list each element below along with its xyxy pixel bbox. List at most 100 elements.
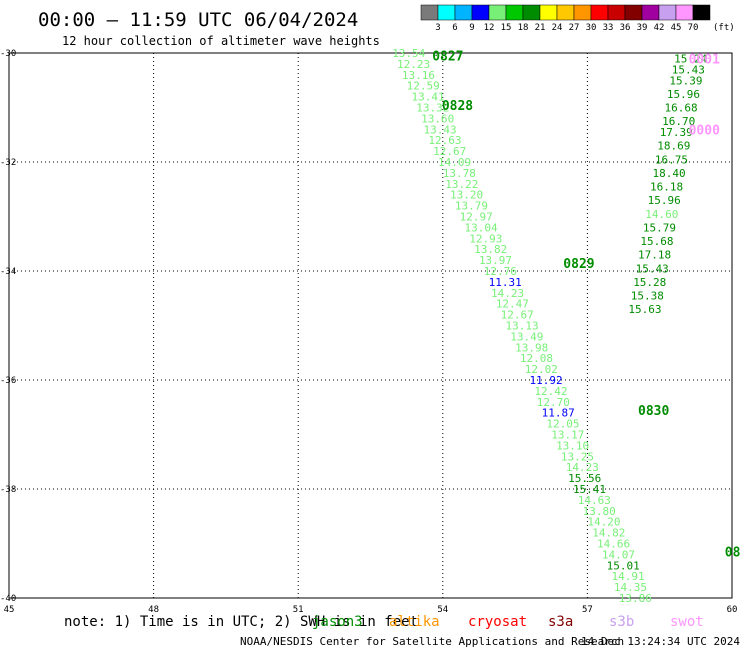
x-tick-label: 57 <box>582 605 593 615</box>
swh-value-label: 13.13 <box>505 320 538 333</box>
swh-value-label: 15.24 <box>674 52 707 65</box>
swh-value-label: 13.98 <box>515 341 548 354</box>
colorbar-label: 9 <box>469 23 474 33</box>
swh-data-points: 13.5412.2313.1612.5913.4113.3213.6013.43… <box>392 47 707 605</box>
swh-value-label: 13.97 <box>479 254 512 267</box>
swh-value-label: 11.87 <box>542 407 575 420</box>
x-tick-label: 60 <box>727 605 738 615</box>
swh-value-label: 13.20 <box>450 189 483 202</box>
colorbar-label: 42 <box>654 23 665 33</box>
satellite-legend-swot: swot <box>670 614 704 630</box>
y-tick-labels: -30 -32 -34 -36 -38 -40 <box>0 49 16 604</box>
pass-time-label: 0001 <box>689 52 720 67</box>
colorbar-label: 36 <box>620 23 631 33</box>
swh-value-label: 11.31 <box>489 276 522 289</box>
colorbar-label: 30 <box>586 23 597 33</box>
pass-time-label: 0830 <box>638 404 669 419</box>
swh-value-label: 14.63 <box>578 494 611 507</box>
swh-value-label: 13.41 <box>411 91 444 104</box>
colorbar-label: 12 <box>484 23 495 33</box>
x-tick-label: 51 <box>293 605 304 615</box>
swh-value-label: 13.17 <box>551 429 584 442</box>
swh-value-label: 13.25 <box>561 450 594 463</box>
swh-value-label: 13.32 <box>416 102 449 115</box>
swh-value-label: 12.59 <box>407 80 440 93</box>
swh-value-label: 14.20 <box>587 516 620 529</box>
swh-value-label: 12.42 <box>534 385 567 398</box>
swh-value-label: 14.60 <box>645 208 678 221</box>
plot-frame <box>8 52 733 599</box>
swh-value-label: 15.43 <box>672 63 705 76</box>
satellite-legend-altika: altika <box>389 614 440 630</box>
swh-value-label: 12.08 <box>520 352 553 365</box>
y-tick-label: -30 <box>0 49 16 59</box>
swh-value-label: 12.05 <box>546 418 579 431</box>
y-tick-label: -34 <box>0 267 16 277</box>
satellite-legend-s3b: s3b <box>609 614 634 630</box>
colorbar-unit: (ft) <box>713 23 735 33</box>
swh-value-label: 17.39 <box>660 126 693 139</box>
y-tick-label: -32 <box>0 158 16 168</box>
x-tick-label: 54 <box>437 605 448 615</box>
swh-value-label: 15.96 <box>667 88 700 101</box>
colorbar-swatch <box>539 4 558 21</box>
swh-value-label: 12.23 <box>397 58 430 71</box>
colorbar-swatch <box>454 4 473 21</box>
colorbar-label: 24 <box>552 23 563 33</box>
colorbar-label: 39 <box>637 23 648 33</box>
plot-area: 45 48 51 54 57 60 -30-32-34-36-38-40 13.5412.… <box>0 47 740 615</box>
x-tick-label: 45 <box>4 605 15 615</box>
colorbar-swatch <box>522 4 541 21</box>
chart-title: 00:00 – 11:59 UTC 06/04/2024 <box>38 9 358 31</box>
swh-value-label: 15.01 <box>607 559 640 572</box>
colorbar-label: 27 <box>569 23 580 33</box>
swh-value-label: 13.49 <box>510 330 543 343</box>
swh-value-label: 13.16 <box>402 69 435 82</box>
colorbar-label: 3 <box>435 23 440 33</box>
chart-subtitle: 12 hour collection of altimeter wave hei… <box>62 34 380 48</box>
colorbar-label: 6 <box>452 23 457 33</box>
footer-timestamp: 14 Dec 13:24:34 UTC 2024 <box>581 635 740 648</box>
x-tick-labels: 45 48 51 54 57 60 <box>4 605 738 615</box>
swh-value-label: 13.43 <box>424 123 457 136</box>
colorbar-swatch <box>624 4 643 21</box>
pass-time-label: 0828 <box>442 99 473 114</box>
pass-time-label: 0831 <box>725 546 740 561</box>
swh-value-label: 13.78 <box>443 167 476 180</box>
pass-time-label: 0827 <box>432 50 463 65</box>
colorbar-swatch <box>471 4 490 21</box>
satellite-legend-cryosat: cryosat <box>468 614 527 630</box>
swh-value-label: 15.63 <box>628 303 661 316</box>
footer-credit: NOAA/NESDIS Center for Satellite Applica… <box>240 635 624 648</box>
swh-value-label: 14.35 <box>614 581 647 594</box>
swh-value-label: 12.97 <box>460 211 493 224</box>
swh-value-label: 15.41 <box>573 483 606 496</box>
swh-value-label: 17.18 <box>638 249 671 262</box>
swh-value-label: 16.75 <box>655 153 688 166</box>
swh-value-label: 16.68 <box>665 102 698 115</box>
y-tick-label: -36 <box>0 376 16 386</box>
swh-value-label: 18.40 <box>652 167 685 180</box>
footer-note: note: 1) Time is in UTC; 2) SWH is in fe… <box>64 614 418 630</box>
swh-value-label: 14.82 <box>592 527 625 540</box>
swh-value-label: 15.79 <box>643 221 676 234</box>
colorbar: 3 6 9 12 15 18 21 24 27 30 33 36 39 42 45 70 (ft) <box>420 4 735 33</box>
swh-value-label: 13.04 <box>464 221 497 234</box>
colorbar-swatch <box>437 4 456 21</box>
swh-value-label: 12.70 <box>537 396 570 409</box>
colorbar-label: 45 <box>671 23 682 33</box>
colorbar-swatch <box>556 4 575 21</box>
colorbar-swatch <box>675 4 694 21</box>
colorbar-swatch <box>488 4 507 21</box>
swh-value-label: 13.79 <box>455 200 488 213</box>
swh-value-label: 14.09 <box>438 156 471 169</box>
swh-value-label: 14.66 <box>597 538 630 551</box>
colorbar-label: 70 <box>688 23 699 33</box>
colorbar-swatch <box>505 4 524 21</box>
colorbar-label: 15 <box>501 23 512 33</box>
swh-value-label: 12.67 <box>501 309 534 322</box>
swh-value-label: 14.91 <box>612 570 645 583</box>
colorbar-label: 21 <box>535 23 546 33</box>
swh-value-label: 16.18 <box>650 181 683 194</box>
